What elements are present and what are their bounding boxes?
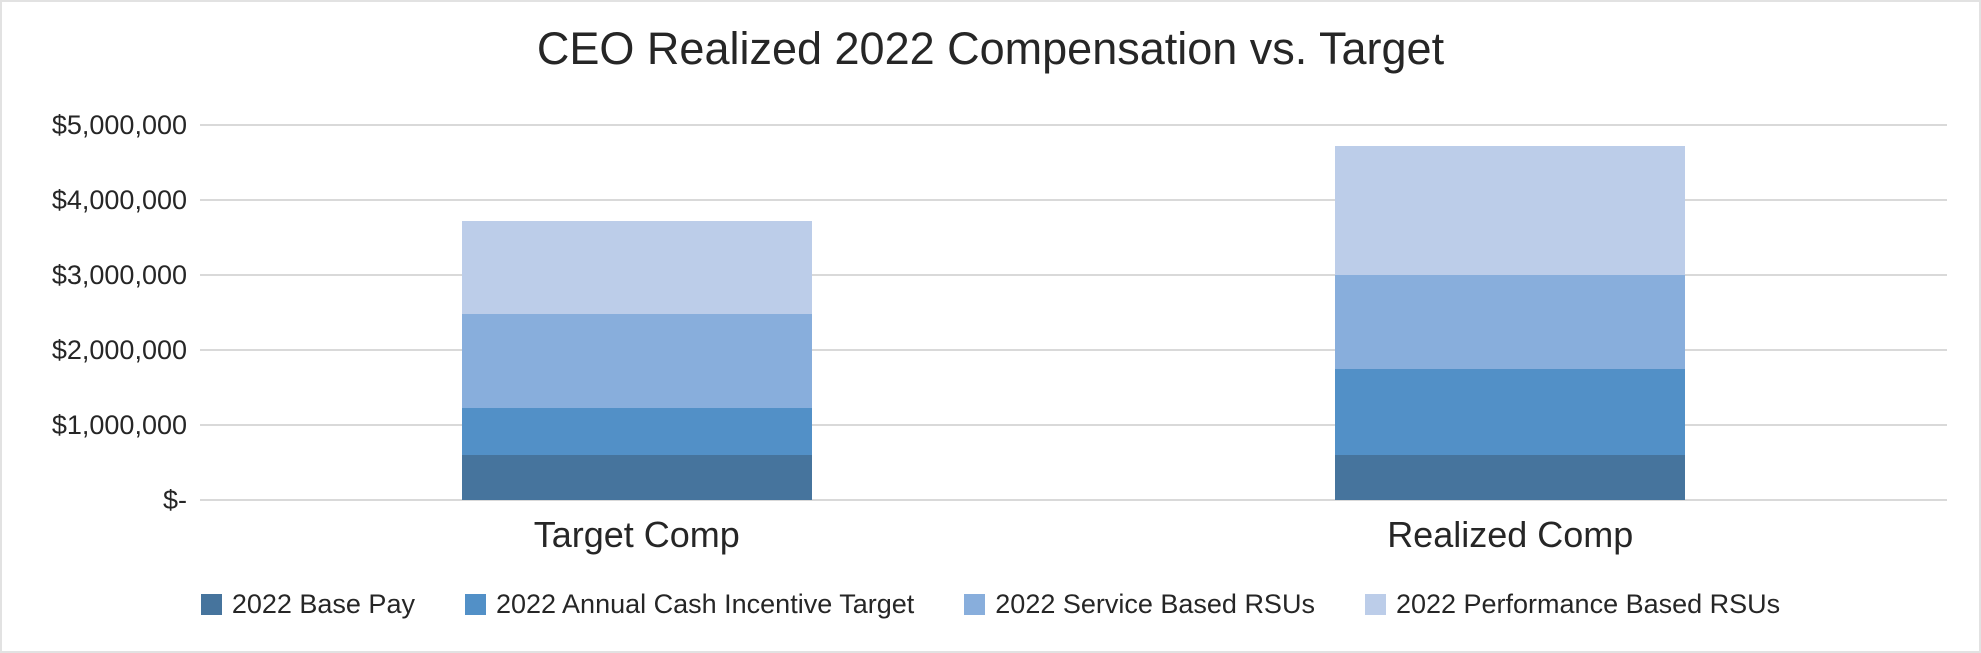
gridline [200,124,1947,126]
bar-segment-2022-performance-based-rsus [1335,145,1686,275]
gridline [200,274,1947,276]
bar-segment-2022-base-pay [1335,455,1686,500]
gridline [200,499,1947,501]
x-axis-category-label: Realized Comp [1387,514,1634,555]
gridline [200,199,1947,201]
legend-swatch [464,593,486,615]
bar-segment-2022-base-pay [461,455,812,500]
y-axis-tick-label: $- [162,485,187,515]
bar-realized-comp [1335,125,1686,500]
bar-segment-2022-service-based-rsus [1335,275,1686,369]
y-axis-tick-label: $2,000,000 [51,335,187,365]
legend-item-2022-annual-cash-incentive-target: 2022 Annual Cash Incentive Target [464,589,915,619]
bar-segment-2022-annual-cash-incentive-target [1335,368,1686,455]
legend-swatch [200,593,222,615]
legend-item-2022-base-pay: 2022 Base Pay [200,589,415,619]
y-axis-tick-label: $5,000,000 [51,110,187,140]
legend-swatch [964,593,986,615]
y-axis-tick-label: $1,000,000 [51,410,187,440]
legend-item-2022-service-based-rsus: 2022 Service Based RSUs [964,590,1315,618]
bar-target-comp [461,125,812,500]
bar-segment-2022-annual-cash-incentive-target [461,408,812,455]
chart-title: CEO Realized 2022 Compensation vs. Targe… [536,23,1445,74]
legend-label: 2022 Base Pay [231,589,415,619]
legend-label: 2022 Service Based RSUs [995,589,1315,619]
x-axis-category-label: Target Comp [533,514,740,555]
bar-segment-2022-performance-based-rsus [461,220,812,315]
legend: 2022 Base Pay 2022 Annual Cash Incentive … [2,590,1979,618]
legend-swatch [1364,593,1386,615]
legend-label: 2022 Performance Based RSUs [1395,589,1781,619]
y-axis-tick-label: $4,000,000 [51,185,187,215]
plot-area [200,124,1947,501]
legend-label: 2022 Annual Cash Incentive Target [495,589,915,619]
y-axis-tick-label: $3,000,000 [51,260,187,290]
gridline [200,349,1947,351]
gridline [200,424,1947,426]
bar-segment-2022-service-based-rsus [461,314,812,409]
legend-item-2022-performance-based-rsus: 2022 Performance Based RSUs [1364,589,1781,619]
